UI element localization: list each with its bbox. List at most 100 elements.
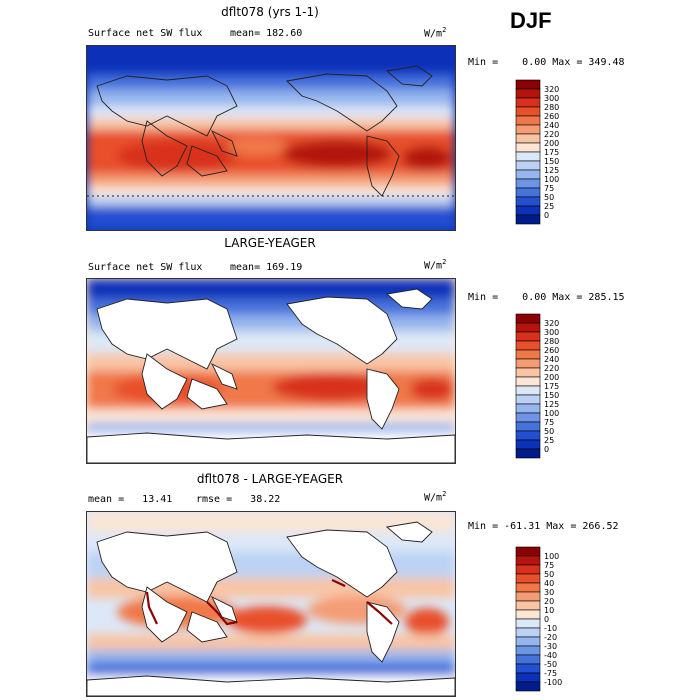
field-band — [87, 279, 455, 301]
colorbar-tick-label: 25 — [544, 202, 554, 211]
colorbar-swatch — [515, 627, 541, 638]
panel2-field-label: Surface net SW flux — [88, 262, 203, 273]
colorbar-swatch — [515, 403, 541, 414]
colorbar-swatch — [515, 133, 541, 144]
field-blob — [227, 606, 307, 634]
season-label: DJF — [510, 8, 552, 33]
colorbar-tick-label: 100 — [544, 409, 559, 418]
colorbar-tick-label: 200 — [544, 139, 559, 148]
panel3-coastal-maxima — [145, 579, 393, 626]
colorbar-swatch — [515, 672, 541, 683]
colorbar-tick-label: -10 — [544, 624, 557, 633]
colorbar-swatch — [515, 421, 541, 432]
colorbar-swatch — [515, 367, 541, 378]
field-blob — [405, 608, 449, 636]
colorbar-tick-label: 260 — [544, 112, 559, 121]
colorbar-tick-label: 240 — [544, 121, 559, 130]
colorbar-swatch — [515, 160, 541, 171]
colorbar-tick-label: 50 — [544, 427, 554, 436]
field-band — [87, 74, 455, 92]
field-band — [87, 662, 455, 676]
panel3-colorbar: 100 75 50 40 30 20 10 0 -10 -20 -30 -40 -50 -75 -100 — [515, 546, 576, 695]
field-band — [87, 90, 455, 108]
panel1-units: W/m2 — [424, 26, 447, 40]
panel1-field-label: Surface net SW flux — [88, 28, 203, 39]
colorbar-tick-label: 150 — [544, 391, 559, 400]
colorbar-swatch — [515, 205, 541, 216]
field-band — [87, 174, 455, 188]
colorbar-tick-label: 100 — [544, 175, 559, 184]
colorbar-swatch — [515, 439, 541, 450]
colorbar-swatch — [515, 376, 541, 387]
colorbar-swatch — [515, 106, 541, 117]
colorbar-tick-label: 280 — [544, 337, 559, 346]
panel1-mean-label: mean= 182.60 — [230, 28, 303, 39]
colorbar-swatch — [515, 564, 541, 575]
colorbar-tick-label: 175 — [544, 148, 559, 157]
colorbar-swatch — [515, 412, 541, 423]
colorbar-tick-label: 150 — [544, 157, 559, 166]
field-blob — [410, 378, 454, 400]
panel1-coastlines — [87, 65, 455, 197]
colorbar-tick-label: 25 — [544, 436, 554, 445]
panel1-colorbar: 320 300 280 260 240 220 200 175 150 125 100 75 50 25 0 — [515, 79, 576, 228]
colorbar-swatch — [515, 609, 541, 620]
colorbar-swatch — [515, 124, 541, 135]
colorbar-tick-label: 0 — [544, 211, 549, 220]
colorbar-swatch — [515, 313, 541, 324]
colorbar-tick-label: -20 — [544, 633, 557, 642]
panel2-colorbar: 320 300 280 260 240 220 200 175 150 125 100 75 50 25 0 — [515, 313, 576, 462]
colorbar-tick-label: -50 — [544, 660, 557, 669]
colorbar-tick-label: 50 — [544, 570, 554, 579]
colorbar-swatch — [515, 448, 541, 459]
colorbar-tick-label: 175 — [544, 382, 559, 391]
field-blob — [272, 373, 392, 401]
panel3-map — [86, 511, 456, 697]
colorbar-tick-label: 20 — [544, 597, 554, 606]
colorbar-tick-label: 220 — [544, 364, 559, 373]
panel3-min-max: Min = -61.31 Max = 266.52 — [468, 521, 619, 532]
colorbar-swatch — [515, 142, 541, 153]
colorbar-tick-label: 240 — [544, 355, 559, 364]
panel1-title: dflt078 (yrs 1-1) — [221, 5, 319, 19]
colorbar-tick-label: 0 — [544, 445, 549, 454]
colorbar-swatch — [515, 645, 541, 656]
colorbar-tick-label: -75 — [544, 669, 557, 678]
colorbar-swatch — [515, 636, 541, 647]
colorbar-swatch — [515, 681, 541, 692]
colorbar-tick-label: 300 — [544, 328, 559, 337]
colorbar-tick-label: -100 — [544, 678, 562, 687]
field-band — [87, 423, 455, 435]
colorbar-tick-label: 125 — [544, 400, 559, 409]
panel2-map — [86, 278, 456, 464]
colorbar-tick-label: 100 — [544, 552, 559, 561]
panel1-min-max: Min = 0.00 Max = 349.48 — [468, 57, 625, 68]
panel2-title: LARGE-YEAGER — [224, 236, 316, 250]
colorbar-swatch — [515, 618, 541, 629]
field-band — [87, 106, 455, 120]
colorbar-tick-label: 260 — [544, 346, 559, 355]
colorbar-swatch — [515, 97, 541, 108]
colorbar-swatch — [515, 394, 541, 405]
colorbar-tick-label: 40 — [544, 579, 554, 588]
field-blob — [402, 146, 452, 170]
colorbar-swatch — [515, 178, 541, 189]
field-blob — [282, 140, 392, 168]
colorbar-tick-label: -30 — [544, 642, 557, 651]
colorbar-swatch — [515, 582, 541, 593]
panel3-title: dflt078 - LARGE-YEAGER — [196, 472, 344, 486]
colorbar-swatch — [515, 88, 541, 99]
colorbar-swatch — [515, 591, 541, 602]
colorbar-tick-label: 320 — [544, 319, 559, 328]
field-band — [87, 650, 455, 664]
colorbar-tick-label: 300 — [544, 94, 559, 103]
field-blob — [227, 136, 287, 156]
field-band — [87, 206, 455, 230]
colorbar-tick-label: 0 — [544, 615, 549, 624]
colorbar-tick-label: 125 — [544, 166, 559, 175]
panel2-coastlines — [87, 288, 455, 463]
panel2-units: W/m2 — [424, 258, 447, 272]
panel3-rmse-label: rmse = 38.22 — [196, 494, 281, 505]
colorbar-tick-label: 200 — [544, 373, 559, 382]
colorbar-tick-label: 75 — [544, 418, 554, 427]
